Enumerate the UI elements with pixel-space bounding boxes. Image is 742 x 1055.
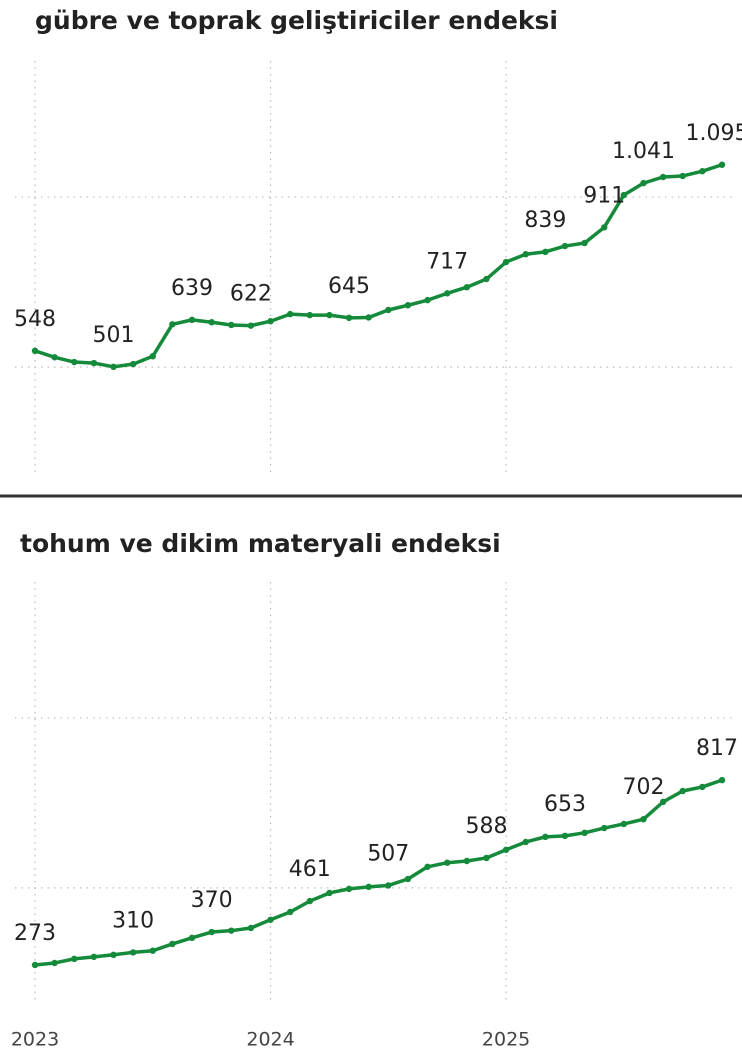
point	[286, 908, 294, 916]
point	[208, 319, 215, 326]
point	[169, 321, 176, 328]
value-label: 911	[583, 183, 625, 208]
point	[561, 242, 569, 250]
point	[640, 179, 647, 187]
point	[267, 916, 274, 923]
value-label: 817	[696, 736, 738, 761]
point	[306, 311, 313, 319]
value-label: 507	[367, 841, 409, 866]
value-label: 588	[465, 814, 507, 839]
point	[522, 838, 529, 846]
point	[502, 258, 510, 266]
line	[34, 163, 723, 369]
point	[463, 857, 471, 865]
point	[267, 318, 274, 325]
point	[385, 882, 392, 889]
point	[542, 833, 549, 841]
value-label: 645	[328, 274, 370, 299]
point	[424, 863, 431, 870]
point	[444, 859, 451, 866]
point	[699, 168, 706, 175]
point	[71, 955, 78, 963]
point	[483, 275, 490, 283]
value-label: 839	[524, 208, 566, 233]
value-label: 370	[191, 888, 233, 913]
point	[326, 311, 333, 319]
point	[463, 284, 471, 291]
point	[483, 854, 490, 862]
point	[718, 776, 726, 784]
point	[345, 885, 353, 893]
point	[110, 951, 117, 959]
point	[365, 314, 372, 321]
point	[679, 172, 686, 180]
point	[404, 875, 412, 883]
point	[581, 239, 588, 247]
chart-title: gübre ve toprak geliştiriciler endeksi	[35, 6, 558, 35]
point	[581, 829, 588, 836]
x-tick-label: 2023	[11, 1029, 59, 1051]
point	[188, 934, 196, 942]
value-label: 639	[171, 276, 213, 301]
point	[129, 360, 137, 368]
point	[542, 248, 549, 256]
point	[659, 173, 667, 181]
value-label: 273	[14, 921, 56, 946]
point	[640, 816, 647, 823]
x-tick-label: 2025	[482, 1029, 530, 1051]
point	[444, 290, 451, 297]
point	[679, 787, 686, 795]
point	[561, 832, 569, 840]
value-label: 548	[14, 307, 56, 332]
point	[601, 824, 608, 832]
point	[502, 846, 510, 853]
point	[31, 347, 39, 355]
point	[385, 306, 392, 314]
point	[522, 251, 529, 258]
value-label: 702	[622, 775, 664, 800]
point	[404, 302, 412, 309]
point	[31, 961, 39, 969]
point	[71, 358, 78, 366]
point	[345, 314, 353, 322]
value-label: 501	[93, 323, 135, 348]
point	[90, 359, 98, 367]
point	[365, 883, 372, 891]
value-label: 1.041	[612, 139, 675, 164]
point	[129, 949, 137, 956]
point	[228, 927, 235, 934]
value-label: 717	[426, 249, 468, 274]
point	[110, 363, 117, 371]
value-label: 461	[289, 857, 331, 882]
point	[620, 820, 628, 828]
value-label: 653	[544, 792, 586, 817]
point	[90, 953, 98, 961]
point	[247, 924, 255, 932]
value-label: 622	[230, 282, 272, 307]
chart-title: tohum ve dikim materyali endeksi	[20, 529, 501, 558]
point	[286, 310, 294, 318]
point	[228, 321, 235, 329]
x-tick-label: 2024	[246, 1029, 294, 1051]
point	[699, 783, 706, 791]
line	[34, 778, 723, 967]
point	[149, 947, 156, 954]
point	[718, 161, 726, 168]
point	[188, 316, 196, 324]
value-label: 1.095	[686, 121, 742, 146]
point	[326, 889, 333, 897]
point	[620, 191, 628, 199]
point	[659, 798, 667, 806]
point	[306, 897, 313, 905]
point	[247, 322, 255, 329]
point	[424, 296, 431, 304]
point	[208, 928, 215, 936]
point	[601, 224, 608, 231]
value-label: 310	[112, 908, 154, 933]
point	[51, 354, 58, 361]
point	[149, 353, 156, 360]
point	[169, 940, 176, 948]
point	[51, 959, 58, 967]
